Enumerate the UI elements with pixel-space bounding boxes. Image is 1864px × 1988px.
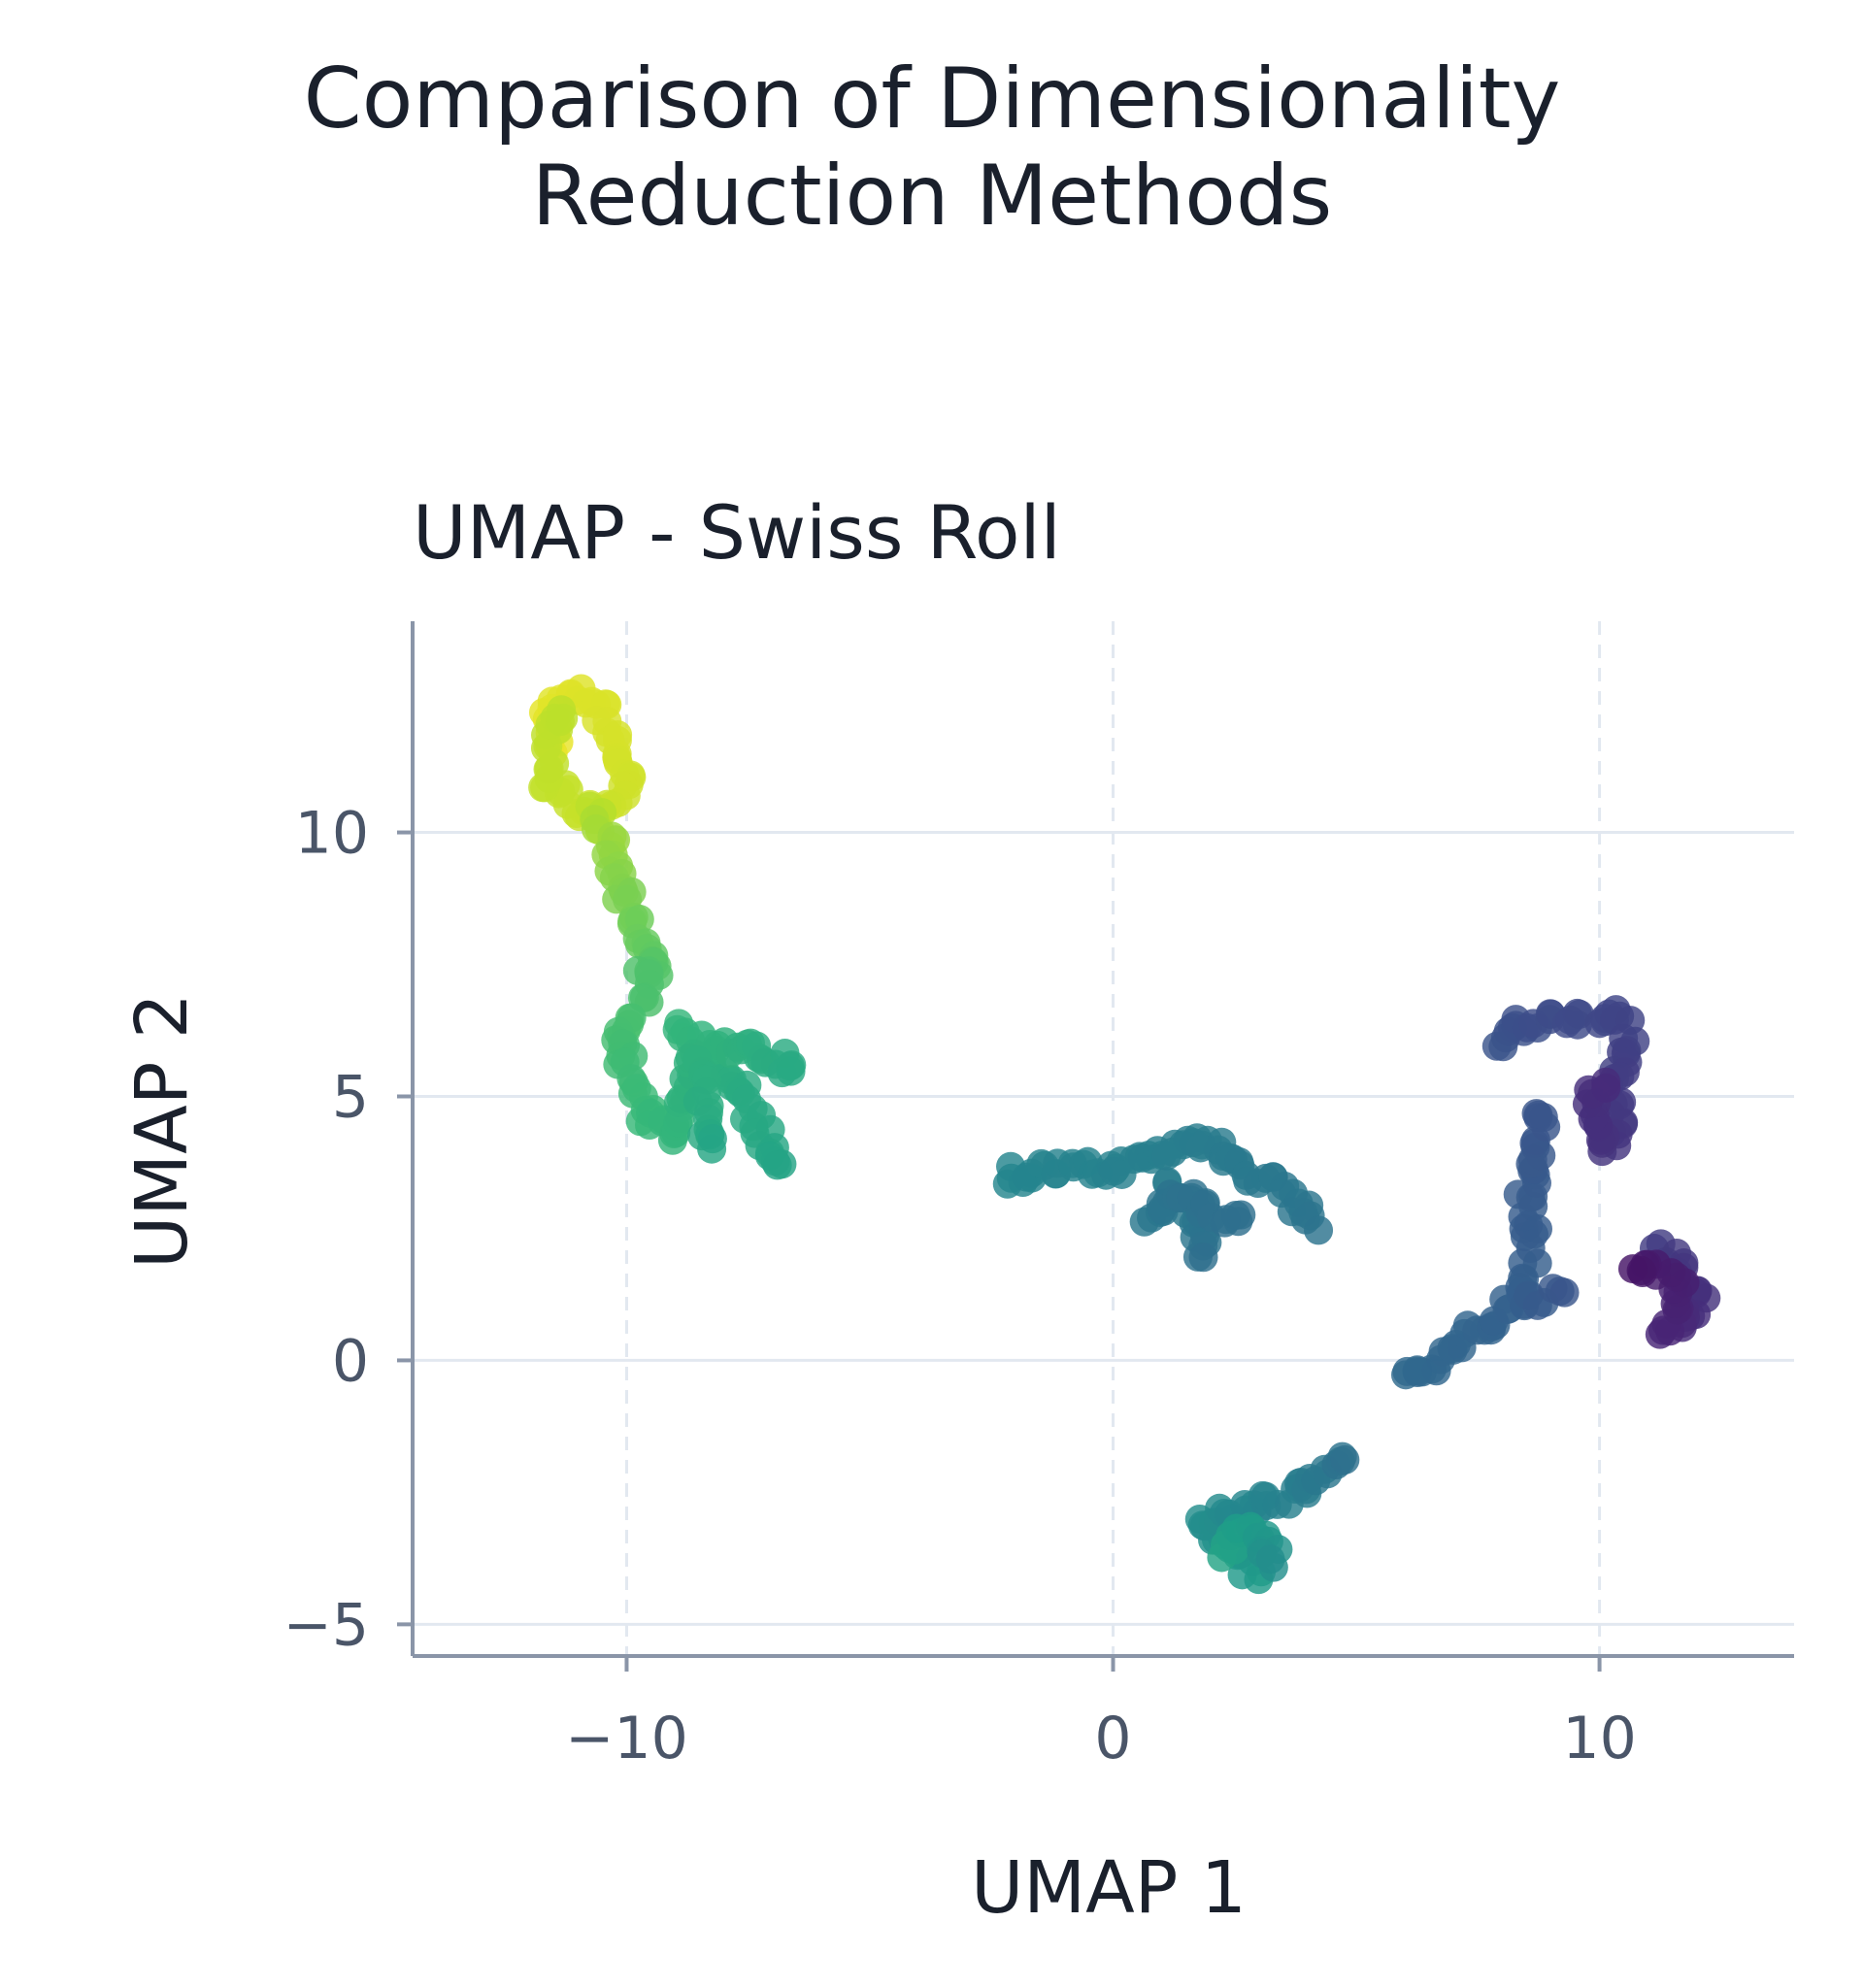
scatter-point-360 bbox=[1330, 1444, 1360, 1474]
y-tick-label-2: 5 bbox=[332, 1063, 369, 1131]
scatter-point-506 bbox=[1591, 1073, 1621, 1103]
scatter-point-65 bbox=[547, 695, 577, 725]
scatter-point-316 bbox=[1220, 1201, 1250, 1231]
y-tick-label-0: −5 bbox=[283, 1591, 369, 1659]
scatter-point-278 bbox=[1304, 1215, 1334, 1245]
points-layer bbox=[528, 674, 1721, 1595]
y-tick-label-3: 10 bbox=[295, 800, 369, 868]
y-tick-label-1: 0 bbox=[332, 1327, 369, 1395]
scatter-point-213 bbox=[697, 1124, 727, 1154]
scatter-point-444 bbox=[1549, 1277, 1580, 1308]
scatter-point-194 bbox=[776, 1056, 806, 1086]
ticks-layer: −10 0 10 −5 0 5 10 bbox=[283, 800, 1637, 1773]
y-axis-title: UMAP 2 bbox=[120, 993, 204, 1269]
figure-title-line-1: Comparison of Dimensionality bbox=[303, 50, 1561, 148]
axes-layer bbox=[411, 621, 1794, 1658]
x-tick-label-2: 10 bbox=[1562, 1705, 1636, 1773]
scatter-point-377 bbox=[1255, 1544, 1285, 1574]
x-tick-label-1: 0 bbox=[1094, 1705, 1131, 1773]
panel-title: UMAP - Swiss Roll bbox=[413, 489, 1061, 576]
x-tick-label-0: −10 bbox=[565, 1705, 688, 1773]
figure-title-line-2: Reduction Methods bbox=[531, 148, 1333, 245]
scatter-point-436 bbox=[1521, 1099, 1551, 1129]
scatter-point-169 bbox=[762, 1150, 792, 1180]
figure-title: Comparison of Dimensionality Reduction M… bbox=[0, 50, 1864, 245]
scatter-point-544 bbox=[1617, 1254, 1648, 1284]
x-axis-title: UMAP 1 bbox=[971, 1846, 1247, 1930]
scatter-point-295 bbox=[1188, 1242, 1218, 1273]
